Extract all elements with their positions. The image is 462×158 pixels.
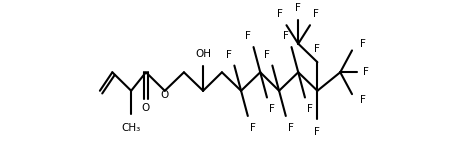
Text: CH₃: CH₃ (122, 123, 141, 133)
Text: F: F (277, 9, 283, 19)
Text: F: F (360, 39, 365, 49)
Text: F: F (264, 50, 270, 60)
Text: F: F (360, 95, 365, 105)
Text: F: F (307, 103, 313, 114)
Text: F: F (315, 44, 320, 55)
Text: F: F (295, 3, 301, 13)
Text: F: F (245, 31, 251, 41)
Text: F: F (288, 123, 294, 133)
Text: O: O (142, 103, 150, 112)
Text: O: O (161, 90, 169, 100)
Text: OH: OH (195, 49, 211, 59)
Text: F: F (269, 103, 275, 114)
Text: F: F (315, 127, 320, 137)
Text: F: F (313, 9, 319, 19)
Text: F: F (363, 67, 369, 77)
Text: F: F (226, 50, 232, 60)
Text: F: F (283, 31, 289, 41)
Text: F: F (250, 123, 256, 133)
